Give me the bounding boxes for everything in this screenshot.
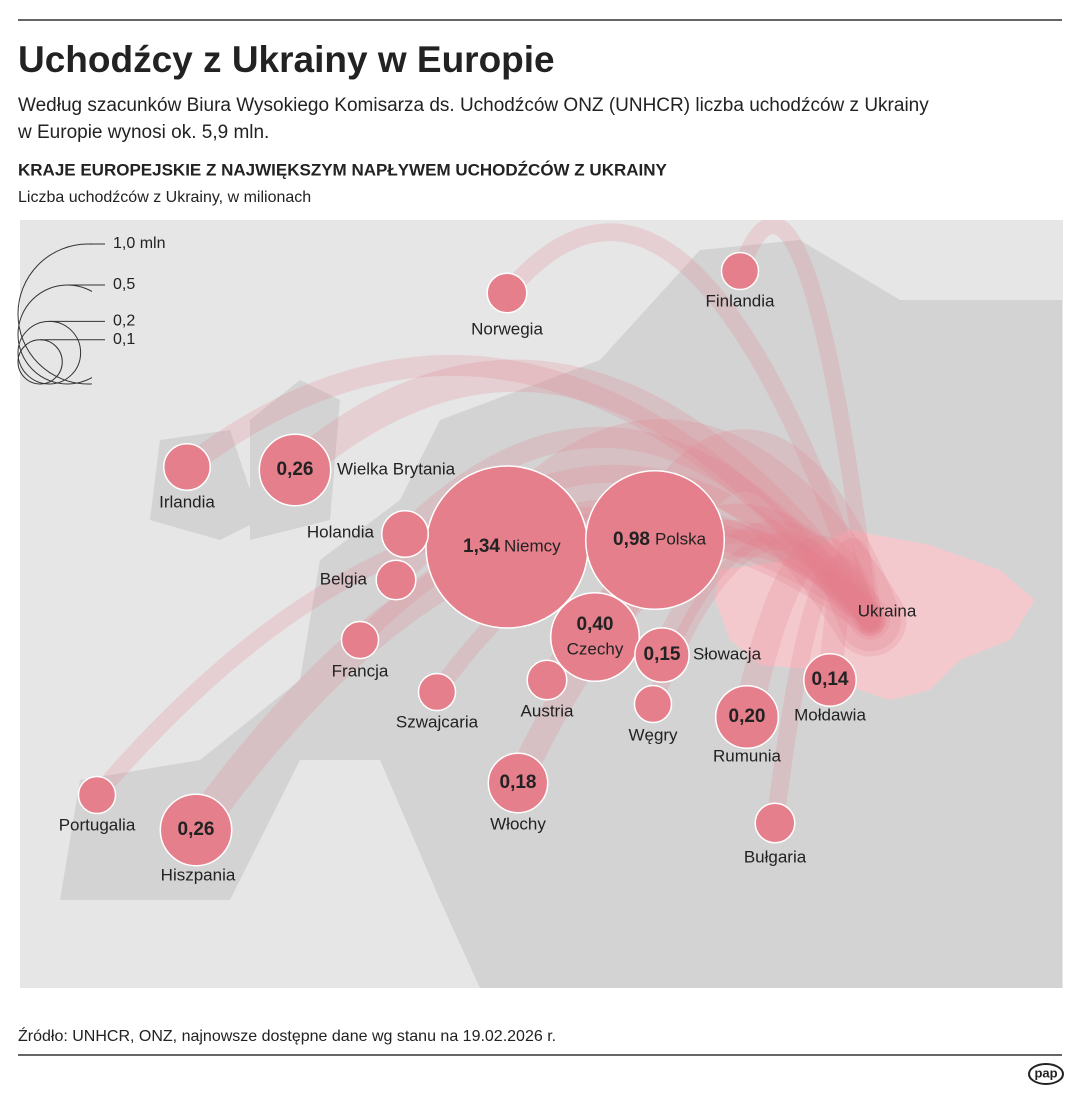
subtitle: w Europie wynosi ok. 5,9 mln.	[17, 122, 269, 143]
value-label: 0,98	[613, 529, 650, 550]
country-label: Włochy	[490, 814, 546, 833]
country-label: Portugalia	[59, 815, 136, 834]
flow-arc	[732, 535, 885, 732]
value-label: 0,14	[812, 669, 849, 690]
country-label: Irlandia	[159, 492, 215, 511]
origin-label: Ukraina	[858, 601, 917, 620]
logo: pap	[1034, 1065, 1057, 1080]
bubble	[417, 672, 457, 712]
ukraine	[715, 530, 1035, 700]
flow-arc	[176, 355, 881, 631]
axis-label: Liczba uchodźców z Ukrainy, w milionach	[18, 189, 311, 206]
legend-label: 0,5	[113, 276, 135, 293]
country-label: Mołdawia	[794, 705, 866, 724]
title: Uchodźcy z Ukrainy w Europie	[18, 39, 555, 80]
value-label: 0,40	[577, 614, 614, 635]
country-label: Austria	[521, 701, 574, 720]
value-label: 0,18	[500, 772, 537, 793]
bubble	[381, 510, 429, 558]
value-label: 0,26	[178, 819, 215, 840]
subtitle: Według szacunków Biura Wysokiego Komisar…	[18, 95, 929, 116]
country-label: Francja	[332, 661, 389, 680]
bubble	[584, 469, 726, 611]
bubble	[720, 251, 760, 291]
country-label: Polska	[655, 529, 707, 548]
value-label: 1,34	[463, 536, 500, 557]
size-legend: 1,0 mln 0,5 0,20,1	[17, 235, 165, 385]
bubble	[634, 627, 690, 683]
country-label: Holandia	[307, 522, 375, 541]
bubble	[159, 793, 233, 867]
flow-arc	[766, 556, 879, 832]
country-label: Bułgaria	[744, 847, 807, 866]
bubble	[633, 684, 673, 724]
flow-arc	[731, 220, 879, 629]
bubble	[77, 775, 117, 815]
legend-label: 0,2	[113, 313, 135, 330]
country-label: Belgia	[320, 569, 368, 588]
source: Źródło: UNHCR, ONZ, najnowsze dostępne d…	[18, 1026, 556, 1045]
logo-frame	[1028, 1063, 1064, 1085]
bubble	[340, 620, 380, 660]
country-label: Niemcy	[504, 536, 561, 555]
country-label: Norwegia	[471, 319, 543, 338]
value-label: 0,20	[729, 706, 766, 727]
bubble	[486, 272, 528, 314]
flow-arc	[649, 520, 883, 668]
flow-arc	[498, 223, 879, 629]
country-label: Słowacja	[693, 644, 762, 663]
bubble	[487, 752, 549, 814]
value-label: 0,15	[644, 644, 681, 665]
country-label: Wielka Brytania	[337, 459, 456, 478]
bubble	[803, 653, 857, 707]
country-label: Hiszpania	[161, 865, 236, 884]
value-label: 0,26	[277, 459, 314, 480]
heading: KRAJE EUROPEJSKIE Z NAJWIĘKSZYM NAPŁYWEM…	[18, 160, 668, 179]
bubble	[526, 659, 568, 701]
country-label: Finlandia	[706, 291, 776, 310]
bubble	[549, 591, 641, 683]
country-label: Czechy	[567, 639, 624, 658]
bubble	[163, 443, 211, 491]
flow-arc	[278, 359, 887, 637]
flow-arc	[818, 537, 882, 692]
country-label: Szwajcaria	[396, 712, 479, 731]
bubble	[754, 802, 796, 844]
bubble	[375, 559, 417, 601]
bubble	[258, 433, 332, 507]
bubble	[714, 684, 780, 750]
legend-label: 1,0 mln	[113, 235, 165, 252]
country-label: Rumunia	[713, 746, 782, 765]
country-label: Węgry	[628, 725, 678, 744]
legend-label: 0,1	[113, 331, 135, 348]
